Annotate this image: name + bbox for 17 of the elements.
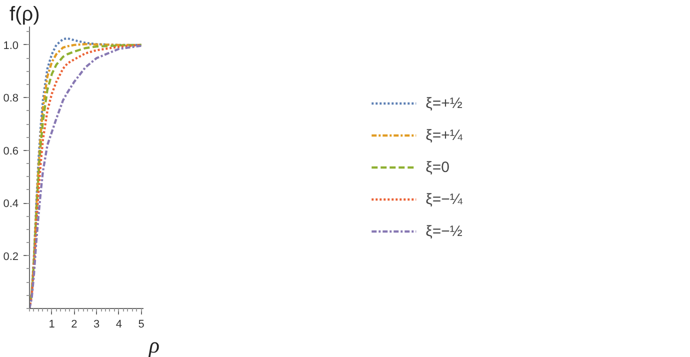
legend-label: ξ=+¼ xyxy=(426,126,462,144)
legend-label: ξ=0 xyxy=(426,158,450,176)
x-tick-label: 5 xyxy=(138,318,144,330)
x-tick-label: 2 xyxy=(71,318,78,330)
y-tick-label: 0.2 xyxy=(3,250,19,263)
x-tick-label: 3 xyxy=(94,318,100,330)
x-tick-label: 1 xyxy=(48,318,55,330)
x-tick-label: 4 xyxy=(116,318,122,330)
y-axis-title: f(ρ) xyxy=(10,4,40,26)
y-tick-label: 0.6 xyxy=(3,145,19,158)
legend-label: ξ=+½ xyxy=(426,94,462,112)
y-tick-label: 0.8 xyxy=(3,92,19,105)
y-tick-label: 0.4 xyxy=(3,198,19,210)
legend-label: ξ=−½ xyxy=(426,222,462,240)
x-axis-title: ρ xyxy=(148,332,160,357)
y-tick-label: 1.0 xyxy=(3,40,19,52)
legend-label: ξ=−¼ xyxy=(426,190,462,208)
